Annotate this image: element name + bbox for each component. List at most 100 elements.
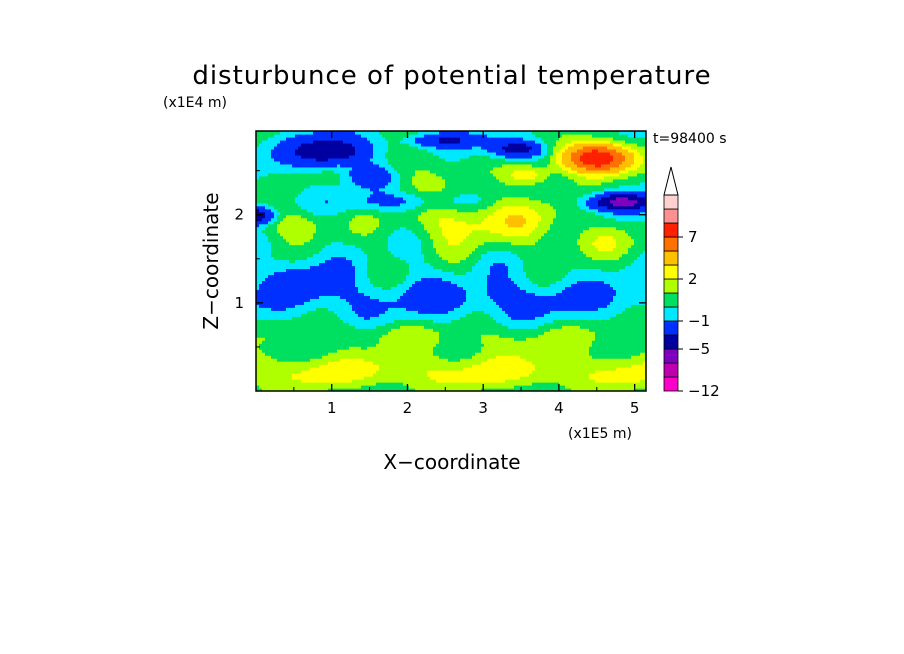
field-cell <box>256 328 260 332</box>
field-cell <box>292 169 296 174</box>
field-cell <box>340 304 344 308</box>
field-cell <box>379 172 383 177</box>
field-cell <box>373 256 377 261</box>
field-cell <box>265 190 269 195</box>
field-cell <box>418 214 422 219</box>
field-cell <box>265 313 269 317</box>
field-cell <box>307 358 311 362</box>
field-cell <box>409 172 413 177</box>
field-cell <box>307 310 311 314</box>
field-cell <box>358 232 362 237</box>
field-cell <box>409 166 413 171</box>
field-cell <box>415 313 419 317</box>
field-cell <box>385 145 389 150</box>
field-cell <box>310 388 314 391</box>
field-cell <box>418 343 422 347</box>
field-cell <box>385 214 389 219</box>
field-cell <box>325 133 329 138</box>
field-cell <box>289 157 293 162</box>
field-cell <box>406 340 410 344</box>
field-cell <box>289 253 293 258</box>
field-cell <box>376 190 380 195</box>
field-cell <box>325 376 329 380</box>
field-cell <box>397 163 401 168</box>
field-cell <box>280 349 284 353</box>
field-cell <box>418 172 422 177</box>
field-cell <box>397 202 401 207</box>
field-cell <box>382 184 386 189</box>
field-cell <box>421 244 425 249</box>
field-cell <box>385 322 389 326</box>
field-cell <box>373 313 377 317</box>
field-cell <box>409 301 413 305</box>
field-cell <box>358 163 362 168</box>
field-cell <box>403 241 407 246</box>
field-cell <box>256 187 260 192</box>
field-cell <box>280 316 284 320</box>
field-cell <box>349 181 353 186</box>
field-cell <box>259 340 263 344</box>
field-cell <box>274 304 278 308</box>
field-cell <box>277 232 281 237</box>
field-cell <box>412 307 416 311</box>
field-cell <box>271 172 275 177</box>
field-cell <box>283 307 287 311</box>
field-cell <box>262 226 266 231</box>
field-cell <box>376 166 380 171</box>
field-cell <box>316 220 320 225</box>
field-cell <box>394 244 398 249</box>
field-cell <box>418 133 422 138</box>
field-cell <box>277 340 281 344</box>
field-cell <box>424 310 428 314</box>
field-cell <box>343 385 347 389</box>
field-cell <box>352 208 356 213</box>
field-cell <box>277 334 281 338</box>
field-cell <box>364 217 368 222</box>
field-cell <box>301 226 305 231</box>
field-cell <box>262 193 266 198</box>
field-cell <box>346 325 350 329</box>
field-cell <box>268 148 272 153</box>
field-cell <box>325 232 329 237</box>
field-cell <box>388 166 392 171</box>
field-cell <box>382 136 386 141</box>
field-cell <box>283 131 287 135</box>
field-cell <box>295 199 299 204</box>
field-cell <box>334 154 338 159</box>
field-cell <box>277 277 281 282</box>
field-cell <box>352 265 356 270</box>
field-cell <box>403 133 407 138</box>
field-cell <box>376 187 380 192</box>
field-cell <box>334 265 338 270</box>
field-cell <box>316 157 320 162</box>
field-cell <box>394 274 398 279</box>
field-cell <box>409 220 413 225</box>
field-cell <box>316 388 320 391</box>
field-cell <box>418 139 422 144</box>
field-cell <box>406 139 410 144</box>
field-cell <box>409 253 413 258</box>
field-cell <box>361 223 365 228</box>
field-cell <box>349 385 353 389</box>
field-cell <box>301 307 305 311</box>
field-cell <box>352 145 356 150</box>
field-cell <box>265 208 269 213</box>
field-cell <box>289 352 293 356</box>
field-cell <box>265 157 269 162</box>
field-cell <box>277 283 281 287</box>
field-cell <box>403 250 407 255</box>
field-cell <box>346 382 350 386</box>
field-cell <box>367 211 371 216</box>
field-cell <box>364 247 368 252</box>
field-cell <box>337 175 341 180</box>
field-cell <box>403 367 407 371</box>
field-cell <box>418 184 422 189</box>
field-cell <box>289 139 293 144</box>
field-cell <box>331 328 335 332</box>
field-cell <box>307 298 311 302</box>
field-cell <box>283 193 287 198</box>
field-cell <box>280 205 284 210</box>
field-cell <box>325 250 329 255</box>
field-cell <box>259 142 263 147</box>
field-cell <box>346 376 350 380</box>
